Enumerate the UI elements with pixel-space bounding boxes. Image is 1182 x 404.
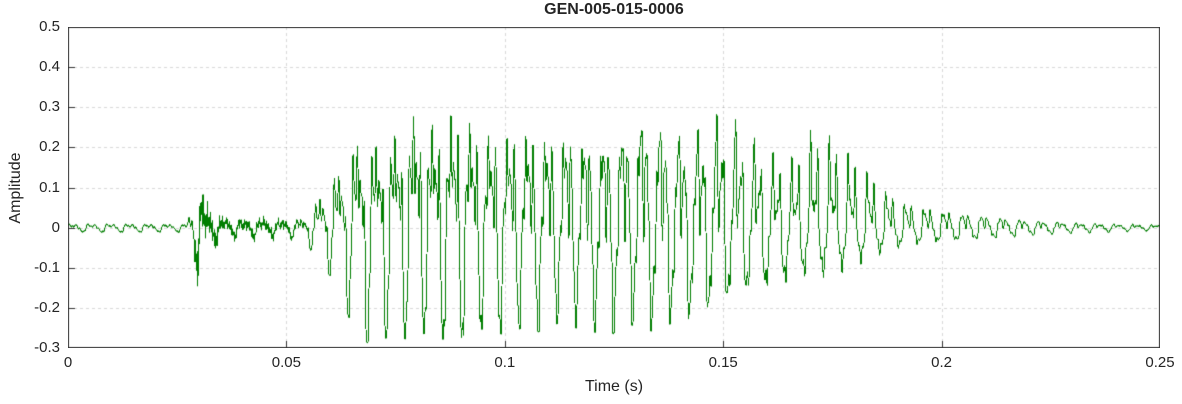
x-axis-label: Time (s): [584, 378, 644, 395]
y-tick-label: -0.1: [34, 258, 60, 276]
x-tick-label: 0.05: [271, 354, 301, 371]
x-tick-label: 0.2: [931, 354, 953, 371]
y-tick-label: -0.2: [34, 298, 60, 316]
y-tick-label: 0.4: [39, 58, 60, 76]
y-tick-label: -0.3: [34, 339, 60, 356]
y-tick-label: 0.1: [39, 178, 60, 196]
x-tick-label: 0: [63, 354, 73, 371]
y-tick-label: 0.5: [39, 18, 60, 35]
y-tick-label: 0: [51, 218, 60, 236]
y-tick-label: 0.2: [39, 138, 60, 156]
chart-title: GEN-005-015-0006: [544, 1, 684, 18]
x-tick-label: 0.15: [708, 354, 738, 371]
x-tick-label: 0.25: [1145, 354, 1175, 371]
plot-canvas: [68, 27, 1160, 348]
y-tick-label: 0.3: [39, 98, 60, 116]
x-tick-label: 0.1: [494, 354, 516, 371]
